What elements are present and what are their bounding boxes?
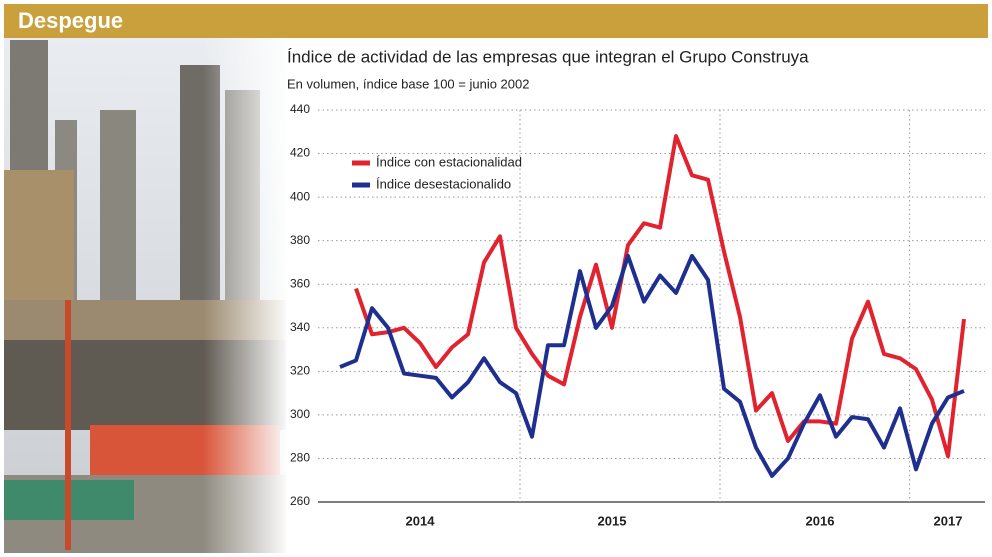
y-tick-label: 260	[290, 494, 310, 508]
x-tick-label: 2015	[598, 513, 627, 528]
x-tick-label: 2017	[934, 513, 963, 528]
header-title: Despegue	[18, 8, 123, 33]
y-tick-label: 400	[290, 189, 310, 203]
header-bar	[4, 4, 988, 38]
x-tick-label: 2014	[406, 513, 436, 528]
y-tick-label: 380	[290, 233, 310, 247]
y-tick-label: 280	[290, 451, 310, 465]
y-tick-label: 340	[290, 320, 310, 334]
legend-label: Índice con estacionalidad	[376, 154, 522, 169]
photo	[0, 38, 290, 557]
chart-title: Índice de actividad de las empresas que …	[287, 47, 809, 66]
y-tick-label: 360	[290, 276, 310, 290]
y-tick-label: 320	[290, 364, 310, 378]
plot: 260 280 300 320 340 360 380 400 420 440 2014 2015 20…	[290, 102, 985, 528]
legend-label: Índice desestacionalido	[376, 176, 511, 191]
chart-subtitle: En volumen, índice base 100 = junio 2002	[287, 76, 529, 91]
x-tick-label: 2016	[806, 513, 835, 528]
y-tick-label: 420	[290, 146, 310, 160]
series-line	[354, 134, 966, 459]
series-line	[339, 253, 965, 478]
y-tick-label: 300	[290, 407, 310, 421]
y-tick-label: 440	[290, 102, 310, 116]
